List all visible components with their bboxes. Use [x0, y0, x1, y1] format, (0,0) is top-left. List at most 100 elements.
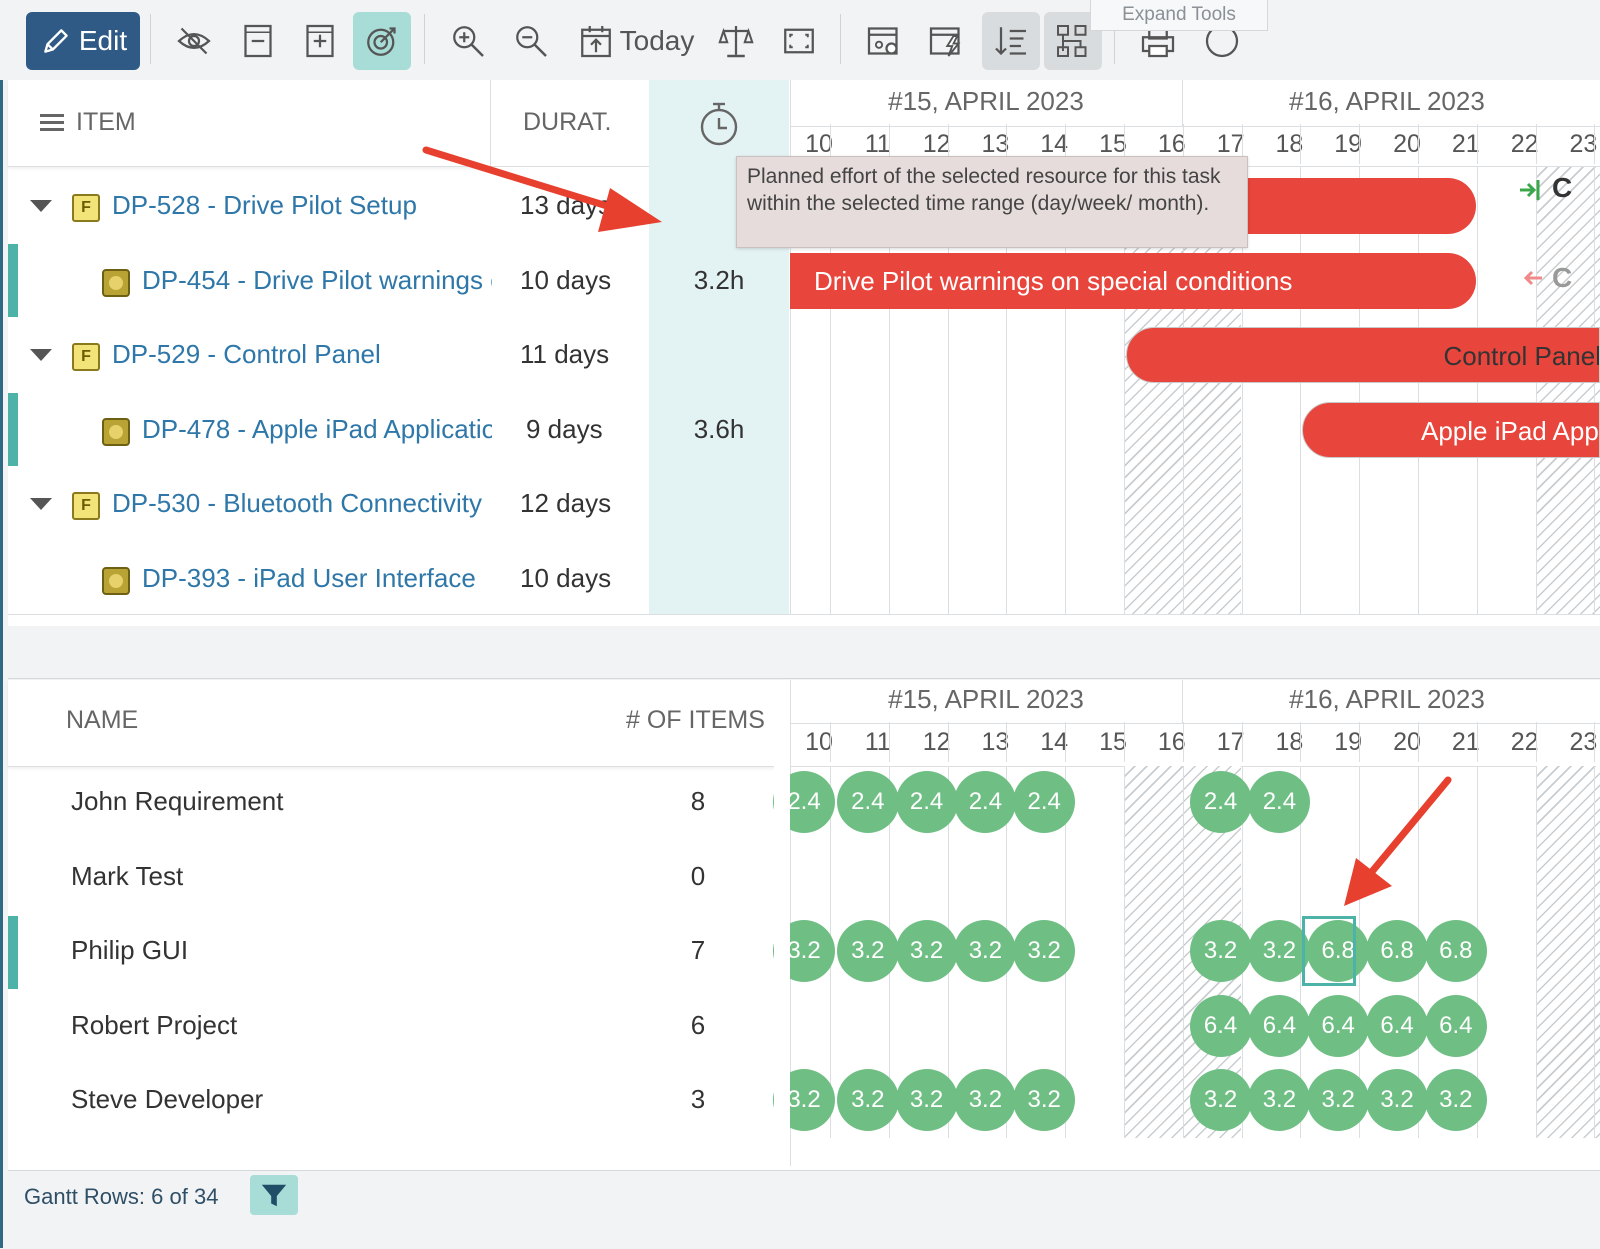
menu-icon[interactable]	[40, 114, 64, 117]
grid-line	[1006, 167, 1008, 614]
feature-icon: F	[72, 492, 100, 520]
resource-name[interactable]: Steve Developer	[71, 1084, 264, 1114]
dependency-in-icon	[1520, 180, 1540, 200]
grid-line	[1124, 722, 1125, 762]
day-number: 19	[1334, 728, 1363, 756]
effort-value: 3.2h	[693, 265, 745, 295]
load-circle[interactable]: 3.2	[895, 1069, 958, 1131]
resource-name[interactable]: Philip GUI	[71, 935, 189, 965]
resource-item-count: 6	[690, 1009, 706, 1040]
today-button[interactable]: Today	[570, 12, 700, 70]
load-circle[interactable]: 3.2	[1307, 1069, 1370, 1131]
duration-value: 9 days	[526, 414, 603, 444]
pencil-icon	[44, 29, 68, 53]
load-circle[interactable]: 3.2	[1013, 920, 1076, 982]
resource-name[interactable]: Robert Project	[71, 1009, 238, 1040]
load-circle[interactable]: 2.4	[1013, 771, 1076, 833]
collapse-caret-icon[interactable]	[30, 349, 52, 361]
calendar-settings-button[interactable]	[856, 12, 912, 70]
day-number: 11	[864, 130, 891, 158]
load-circle[interactable]: 3.2	[954, 1069, 1017, 1131]
zoom-out-button[interactable]	[503, 12, 559, 70]
sort-button[interactable]	[982, 12, 1040, 70]
item-column-header[interactable]: ITEM	[8, 80, 490, 167]
name-header-label[interactable]: NAME	[66, 706, 139, 734]
day-number: 12	[922, 728, 951, 756]
day-number: 21	[1451, 130, 1480, 158]
collapse-caret-icon[interactable]	[30, 200, 52, 212]
load-circle[interactable]: 6.4	[1366, 994, 1428, 1057]
balance-button[interactable]	[708, 12, 764, 70]
load-circle[interactable]: 2.4	[1248, 771, 1311, 833]
stopwatch-icon[interactable]	[697, 100, 741, 148]
grid-line	[1124, 167, 1125, 614]
load-circle[interactable]: 6.4	[1424, 994, 1487, 1057]
duration-column-header[interactable]: DURAT.	[490, 80, 649, 167]
edit-button[interactable]: Edit	[26, 12, 140, 70]
grid-line	[947, 167, 949, 614]
load-circle[interactable]: 6.8	[1307, 920, 1370, 982]
grid-line	[1535, 124, 1537, 164]
grid-line	[1065, 722, 1067, 762]
items-header-label[interactable]: # OF ITEMS	[626, 706, 765, 734]
gantt-row-label[interactable]: DP-528 - Drive Pilot Setup	[112, 190, 417, 220]
gantt-row-label[interactable]: DP-393 - iPad User Interface	[142, 563, 476, 593]
item-header-label: ITEM	[76, 108, 136, 136]
gantt-bar[interactable]: Drive Pilot warnings on special conditio…	[790, 253, 1476, 309]
collapse-all-button[interactable]	[230, 12, 286, 70]
gantt-row-label[interactable]: DP-454 - Drive Pilot warnings on special…	[142, 265, 492, 295]
day-number: 14	[1040, 728, 1069, 756]
load-circle[interactable]: 3.2	[1248, 1069, 1311, 1131]
load-circle[interactable]: 6.8	[1366, 920, 1428, 982]
gantt-row-label[interactable]: DP-529 - Control Panel	[112, 339, 381, 369]
gantt-bar[interactable]: Control Panel	[1126, 327, 1600, 383]
gantt-row-label[interactable]: DP-478 - Apple iPad Application	[142, 414, 492, 444]
load-circle[interactable]: 6.8	[1424, 920, 1487, 982]
expand-tools-tab[interactable]: Expand Tools	[1090, 0, 1268, 31]
zoom-in-button[interactable]	[440, 12, 496, 70]
load-circle[interactable]: 3.2	[1424, 1069, 1487, 1131]
grid-line	[1476, 722, 1478, 762]
load-circle[interactable]: 2.4	[1189, 771, 1252, 833]
load-circle[interactable]: 3.2	[954, 920, 1017, 982]
toolbar-separator	[424, 14, 425, 64]
resource-name[interactable]: John Requirement	[71, 786, 284, 816]
fullscreen-icon	[784, 28, 814, 54]
week-15-label: #15, APRIL 2023	[888, 86, 1084, 116]
auto-schedule-button[interactable]	[918, 12, 974, 70]
grid-line	[1535, 766, 1537, 1138]
day-number: 10	[805, 130, 833, 158]
load-circle[interactable]: 6.4	[1248, 994, 1311, 1057]
duration-value: 10 days	[520, 563, 612, 593]
load-circle[interactable]: 3.2	[1189, 920, 1252, 982]
selected-cell[interactable]	[1302, 916, 1356, 986]
grid-line	[1594, 766, 1596, 1138]
load-circle[interactable]: 3.2	[1189, 1069, 1252, 1131]
load-circle[interactable]: 3.2	[836, 920, 899, 982]
load-circle[interactable]: 3.2	[836, 1069, 899, 1131]
fullscreen-button[interactable]	[771, 12, 827, 70]
load-circle[interactable]: 3.2	[1366, 1069, 1428, 1131]
day-number: 18	[1275, 130, 1304, 158]
day-number: 15	[1099, 130, 1127, 158]
effort-toggle-button[interactable]	[353, 12, 411, 70]
load-circle[interactable]: 2.4	[895, 771, 958, 833]
load-circle[interactable]: 3.2	[1013, 1069, 1076, 1131]
gantt-bar[interactable]: Apple iPad Application	[1302, 402, 1600, 458]
load-circle[interactable]: 3.2	[895, 920, 958, 982]
weekend-shading	[1535, 167, 1600, 614]
load-circle[interactable]: 2.4	[836, 771, 899, 833]
hide-button[interactable]	[166, 12, 222, 70]
collapse-caret-icon[interactable]	[30, 498, 52, 510]
day-number: 11	[864, 728, 891, 756]
load-circle[interactable]: 3.2	[1248, 920, 1311, 982]
resource-name[interactable]: Mark Test	[71, 860, 184, 891]
load-circle[interactable]: 6.4	[1189, 994, 1252, 1057]
gantt-row-label[interactable]: DP-530 - Bluetooth Connectivity	[112, 488, 482, 518]
resource-item-count: 3	[690, 1084, 706, 1114]
load-circle[interactable]: 6.4	[1307, 994, 1370, 1057]
expand-all-button[interactable]	[292, 12, 348, 70]
filter-button[interactable]	[250, 1175, 298, 1215]
load-circle[interactable]: 2.4	[954, 771, 1017, 833]
selection-marker	[8, 244, 18, 317]
